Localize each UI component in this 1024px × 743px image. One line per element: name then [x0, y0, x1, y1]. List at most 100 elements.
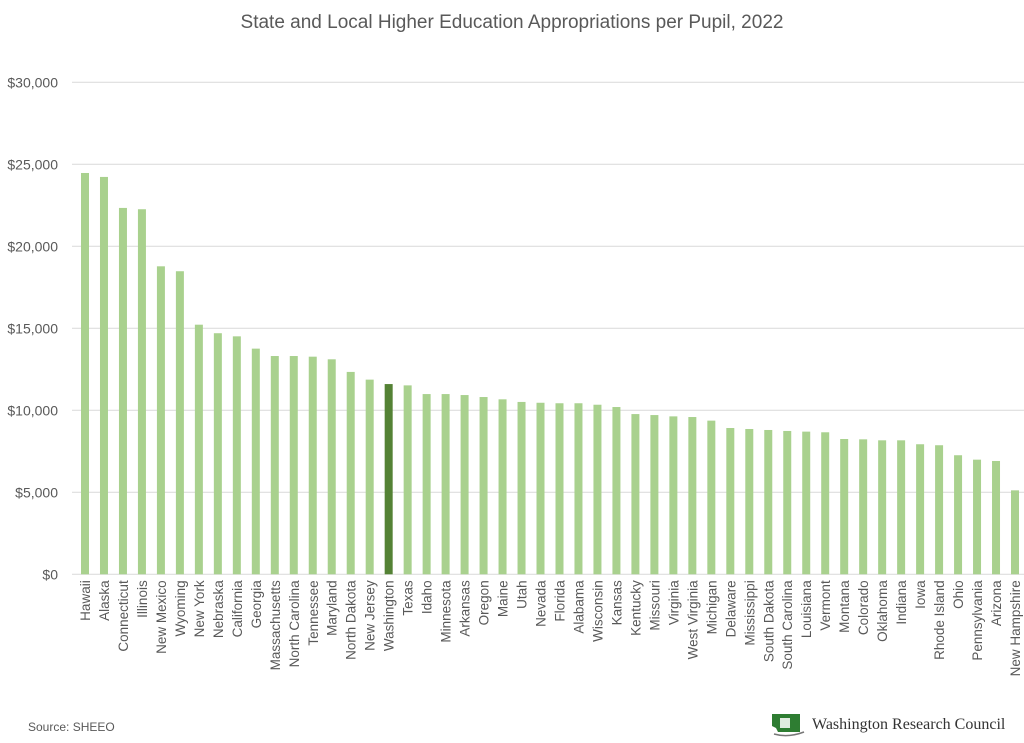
x-tick-label: Nebraska — [211, 580, 226, 638]
x-tick-label: Alaska — [97, 580, 112, 621]
x-tick-label: North Dakota — [344, 580, 359, 660]
x-tick-label: Maine — [496, 580, 511, 617]
x-tick-label: Pennsylvania — [970, 580, 985, 661]
bar-new-york — [194, 324, 203, 575]
x-tick-label: Washington — [382, 580, 397, 651]
x-tick-label: Kentucky — [628, 580, 643, 636]
x-tick-label: Idaho — [420, 580, 435, 614]
x-tick-label: New Hampshire — [1008, 580, 1023, 676]
bar-oregon — [479, 397, 488, 575]
bar-maine — [498, 399, 507, 575]
x-tick-label: Florida — [552, 580, 567, 622]
bar-tennessee — [308, 356, 317, 575]
bar-south-carolina — [783, 430, 792, 575]
x-tick-label: Connecticut — [116, 580, 131, 652]
x-tick-label: West Virginia — [685, 580, 700, 660]
source-note: Source: SHEEO — [28, 720, 115, 734]
x-tick-label: Minnesota — [439, 580, 454, 643]
bar-new-jersey — [365, 379, 374, 575]
bar-wyoming — [175, 271, 184, 575]
bar-hawaii — [81, 172, 89, 575]
x-tick-label: Oklahoma — [875, 580, 890, 642]
bar-rhode-island — [935, 445, 944, 575]
bar-north-carolina — [289, 356, 298, 575]
bar-arizona — [992, 460, 1001, 575]
bar-mississippi — [745, 428, 754, 575]
x-tick-label: Virginia — [666, 580, 681, 625]
x-tick-label: Vermont — [818, 580, 833, 631]
x-tick-label: Hawaii — [78, 580, 93, 621]
x-tick-label: Arkansas — [458, 580, 473, 637]
x-tick-label: Illinois — [135, 580, 150, 618]
x-tick-label: Wyoming — [173, 580, 188, 636]
y-tick-label: $25,000 — [7, 156, 58, 172]
y-tick-label: $10,000 — [7, 402, 58, 418]
logo: Washington Research Council — [770, 712, 1005, 738]
bar-delaware — [726, 428, 735, 575]
x-tick-label: Oregon — [477, 580, 492, 625]
bar-colorado — [859, 439, 868, 575]
bar-california — [232, 336, 241, 575]
x-tick-label: Montana — [837, 580, 852, 633]
bar-wisconsin — [593, 404, 602, 575]
bar-minnesota — [441, 394, 450, 575]
x-tick-label: Arizona — [989, 580, 1004, 626]
bar-indiana — [897, 440, 906, 575]
bar-iowa — [916, 444, 925, 575]
x-tick-label: Louisiana — [799, 580, 814, 638]
y-tick-label: $5,000 — [15, 484, 58, 500]
bar-florida — [555, 403, 564, 575]
x-tick-label: Colorado — [856, 580, 871, 635]
x-tick-label: Iowa — [913, 580, 928, 609]
bar-arkansas — [460, 395, 469, 575]
bar-montana — [840, 439, 849, 575]
x-tick-label: New Jersey — [363, 580, 378, 651]
bar-massachusetts — [270, 356, 279, 575]
x-tick-label: New Mexico — [154, 580, 169, 654]
x-tick-label: Georgia — [249, 580, 264, 629]
x-tick-label: Mississippi — [742, 580, 757, 645]
bar-texas — [403, 385, 412, 575]
x-tick-label: Massachusetts — [268, 580, 283, 670]
x-tick-label: Michigan — [704, 580, 719, 634]
x-tick-label: Indiana — [894, 580, 909, 625]
bar-nevada — [536, 402, 545, 575]
bar-alaska — [99, 176, 108, 575]
bar-nebraska — [213, 333, 222, 575]
bar-west-virginia — [688, 417, 697, 575]
bar-maryland — [327, 359, 336, 575]
bar-washington — [384, 384, 393, 575]
x-tick-label: Utah — [515, 580, 530, 609]
x-tick-label: Nevada — [534, 580, 549, 627]
bar-vermont — [821, 432, 830, 575]
x-tick-label: North Carolina — [287, 580, 302, 668]
bar-kansas — [612, 407, 621, 575]
bar-missouri — [650, 415, 659, 575]
bar-new-mexico — [156, 266, 165, 575]
bar-pennsylvania — [973, 459, 982, 575]
bar-georgia — [251, 348, 260, 575]
x-tick-label: Ohio — [951, 580, 966, 609]
bar-louisiana — [802, 431, 811, 575]
y-tick-label: $15,000 — [7, 320, 58, 336]
y-tick-label: $0 — [42, 566, 58, 582]
x-tick-label: Maryland — [325, 580, 340, 636]
x-tick-label: Texas — [401, 580, 416, 616]
x-tick-label: Wisconsin — [590, 580, 605, 642]
x-tick-label: New York — [192, 580, 207, 637]
x-tick-label: Tennessee — [306, 580, 321, 645]
bar-idaho — [422, 394, 431, 575]
x-tick-label: Kansas — [609, 580, 624, 625]
x-tick-label: Alabama — [571, 580, 586, 634]
bar-kentucky — [631, 414, 640, 575]
bar-michigan — [707, 420, 716, 575]
x-tick-label: Delaware — [723, 580, 738, 637]
bar-virginia — [669, 416, 678, 575]
bar-ohio — [954, 455, 963, 575]
x-tick-label: Rhode Island — [932, 580, 947, 660]
bar-illinois — [137, 209, 146, 575]
bar-connecticut — [118, 207, 127, 575]
bar-oklahoma — [878, 440, 887, 575]
washington-state-logo-icon — [772, 714, 805, 737]
